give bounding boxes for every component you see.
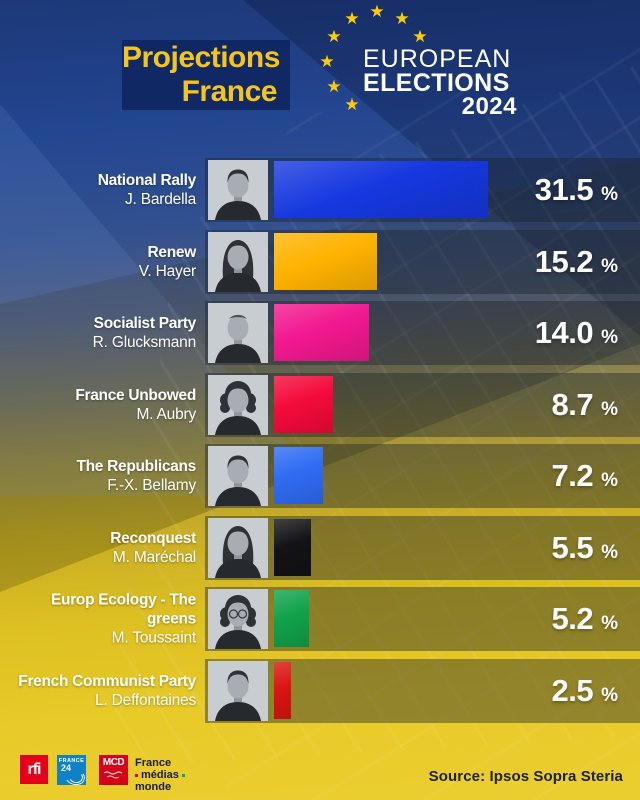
party-name: Renew	[147, 244, 197, 261]
fmm-line2: médias	[141, 769, 179, 781]
result-number: 5.2	[551, 601, 594, 636]
eu-star-icon: ★	[319, 52, 335, 71]
man-balding-portrait	[208, 303, 268, 363]
mcd-logo: MCD	[99, 755, 128, 785]
party-name: The Republicans	[76, 458, 196, 475]
france24-logo-line1: FRANCE	[58, 758, 85, 764]
party-name: National Rally	[97, 172, 197, 189]
candidate-name: F.-X. Bellamy	[107, 477, 196, 494]
woman-long-hair-portrait	[208, 518, 268, 578]
candidate-name: V. Hayer	[138, 263, 196, 280]
result-unit: %	[601, 470, 618, 491]
candidate-name: M. Aubry	[136, 406, 196, 423]
result-value: 5.5 %	[551, 530, 618, 566]
man-short-hair-portrait	[208, 160, 268, 220]
eu-star-icon: ★	[344, 95, 360, 114]
man-short-hair-portrait	[208, 661, 268, 721]
page-title-line2: France	[181, 75, 278, 108]
result-unit: %	[601, 399, 618, 420]
result-row: Renew V. Hayer 15.2 %	[0, 230, 640, 294]
result-number: 14.0	[534, 315, 594, 350]
party-name: Socialist Party	[93, 315, 197, 332]
result-value: 2.5 %	[551, 673, 618, 709]
broadcaster-logos: rfi FRANCE 24 MCD France médias monde	[20, 755, 185, 793]
result-unit: %	[601, 542, 618, 563]
eu-logo-line1: EUROPEAN	[363, 45, 512, 73]
result-unit: %	[601, 613, 618, 634]
result-bar	[274, 447, 323, 504]
party-name: Reconquest	[110, 530, 196, 547]
result-row: Socialist Party R. Glucksmann 14.0 %	[0, 301, 640, 365]
party-name: Europ Ecology - The greens	[50, 591, 196, 628]
party-name: France Unbowed	[75, 387, 196, 404]
woman-updo-portrait	[208, 232, 268, 292]
france24-logo-line2: 24	[61, 763, 72, 773]
eu-star-icon: ★	[326, 27, 342, 46]
fmm-teal-dot-icon	[181, 773, 185, 777]
candidate-name: L. Deffontaines	[95, 692, 196, 709]
european-elections-logo: ★ ★ ★ ★ ★ ★ ★ ★ EUROPEAN ELECTIONS 2024	[318, 2, 534, 136]
result-number: 31.5	[534, 172, 594, 207]
eu-star-icon: ★	[369, 2, 385, 21]
rfi-logo: rfi	[20, 755, 48, 784]
result-bar	[274, 233, 377, 290]
result-unit: %	[601, 184, 618, 205]
result-bar	[274, 304, 369, 361]
party-name: French Communist Party	[18, 673, 196, 690]
candidate-name: M. Maréchal	[112, 549, 196, 566]
result-value: 5.2 %	[551, 601, 618, 637]
fmm-line1: France	[135, 757, 172, 769]
result-value: 7.2 %	[551, 458, 618, 494]
result-row: National Rally J. Bardella 31.5 %	[0, 158, 640, 222]
result-value: 15.2 %	[535, 244, 618, 280]
eu-logo-line2: ELECTIONS	[363, 69, 510, 97]
eu-logo-text: EUROPEAN ELECTIONS 2024	[363, 45, 517, 120]
result-bar	[274, 662, 291, 719]
result-unit: %	[601, 256, 618, 277]
source-credit: Source: Ipsos Sopra Steria	[428, 768, 623, 785]
fmm-line3: monde	[135, 781, 172, 793]
woman-curly-hair-glasses-portrait	[208, 589, 268, 649]
page-title: Projections France	[122, 40, 290, 110]
result-row: France Unbowed M. Aubry 8.7 %	[0, 373, 640, 437]
result-row: The Republicans F.-X. Bellamy 7.2 %	[0, 444, 640, 508]
france-medias-monde-logo: France médias monde	[135, 757, 185, 793]
candidate-name: J. Bardella	[124, 191, 196, 208]
result-bar	[274, 590, 309, 647]
man-short-hair-portrait	[208, 446, 268, 506]
france24-logo: FRANCE 24	[57, 755, 86, 785]
result-number: 15.2	[534, 244, 594, 279]
result-bar	[274, 519, 311, 576]
result-value: 8.7 %	[551, 387, 618, 423]
result-value: 31.5 %	[535, 172, 618, 208]
eu-logo-year: 2024	[461, 93, 517, 120]
result-number: 7.2	[551, 458, 594, 493]
result-unit: %	[601, 685, 618, 706]
result-bar	[274, 376, 333, 433]
candidate-name: R. Glucksmann	[92, 334, 197, 351]
result-row: Reconquest M. Maréchal 5.5 %	[0, 516, 640, 580]
rfi-logo-label: rfi	[27, 760, 42, 778]
result-number: 2.5	[551, 673, 594, 708]
mcd-arabic-script-icon	[103, 771, 123, 779]
eu-star-icon: ★	[412, 27, 428, 46]
fmm-red-dot-icon	[135, 773, 138, 777]
result-bar	[274, 161, 488, 218]
result-number: 8.7	[551, 387, 594, 422]
page-title-line1: Projections	[122, 41, 280, 74]
result-row: French Communist Party L. Deffontaines 2…	[0, 659, 640, 723]
result-number: 5.5	[551, 530, 594, 565]
result-value: 14.0 %	[535, 315, 618, 351]
eu-star-icon: ★	[326, 77, 342, 96]
eu-star-icon: ★	[394, 9, 410, 28]
candidate-name: M. Toussaint	[111, 629, 197, 647]
result-unit: %	[601, 327, 618, 348]
result-row: Europ Ecology - The greens M. Toussaint …	[0, 587, 640, 651]
eu-star-icon: ★	[344, 9, 360, 28]
mcd-logo-label: MCD	[102, 757, 125, 768]
woman-curly-hair-portrait	[208, 375, 268, 435]
